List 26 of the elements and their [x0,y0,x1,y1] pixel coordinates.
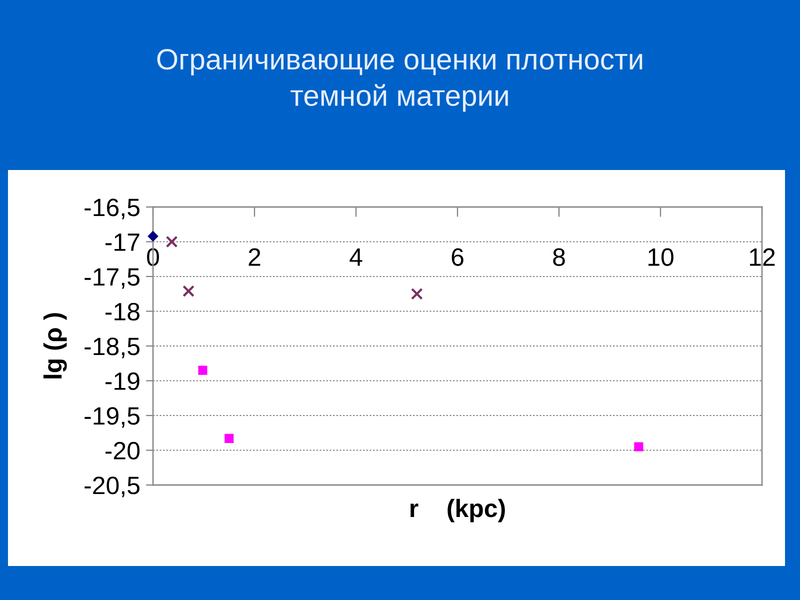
x-axis-title: r (kpc) [410,498,505,522]
y-tick-label: -18 [105,302,140,321]
y-tick-label: -17 [105,234,140,251]
point [224,434,234,443]
point [182,285,194,298]
x-tick-label: 0 [147,248,159,266]
point [148,230,158,242]
y-tick-label: -20,5 [84,476,140,498]
x-tick-label: 2 [248,248,260,266]
y-tick-label: -19 [105,372,140,390]
y-tick-label: -16,5 [84,198,140,220]
x-tick-label: 8 [553,248,565,266]
y-tick-label: -20 [105,442,140,460]
point [198,366,208,375]
chart-title: Ограничивающие оценки плотности темной материи [157,48,642,112]
y-tick-label: -17,5 [84,268,140,289]
x-tick-label: 12 [750,248,775,266]
y-axis-title: lg (ρ ) [43,313,67,378]
x-tick-label: 6 [452,248,464,266]
y-tick-label: -19,5 [84,407,140,428]
x-tick-label: 4 [350,248,362,266]
x-tick-label: 10 [648,248,674,266]
point [634,442,644,452]
y-tick-label: -18,5 [84,338,140,358]
point [410,288,423,300]
point [166,236,178,248]
